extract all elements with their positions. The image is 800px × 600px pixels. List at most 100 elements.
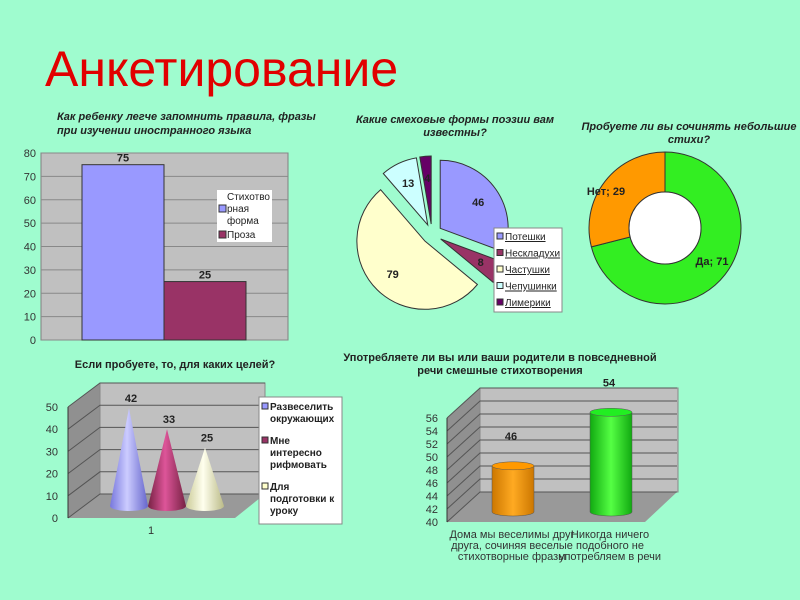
data-label: 46 bbox=[472, 197, 484, 209]
data-label: 46 bbox=[505, 431, 517, 443]
legend-swatch bbox=[496, 249, 504, 256]
legend-label: окружающих bbox=[270, 414, 335, 425]
gridline bbox=[67, 426, 265, 452]
legend bbox=[258, 396, 343, 525]
legend-label: Для bbox=[270, 482, 289, 493]
legend-label: Развеселить bbox=[270, 402, 333, 413]
legend-swatch bbox=[261, 436, 269, 444]
legend-swatch bbox=[496, 265, 504, 273]
y-tick-label: 54 bbox=[426, 426, 438, 438]
gridline bbox=[446, 400, 677, 432]
legend-label: Чепушинки bbox=[505, 282, 557, 293]
data-label: 4 bbox=[424, 173, 431, 185]
cone bbox=[186, 447, 224, 511]
y-tick-label: 40 bbox=[46, 424, 58, 436]
floor bbox=[447, 492, 677, 522]
legend-swatch bbox=[496, 282, 504, 289]
legend-label: уроку bbox=[270, 506, 299, 517]
legend-swatch bbox=[218, 204, 227, 213]
chart-cone-goals: Если пробуете, то, для каких целей? 0 10 20… bbox=[46, 359, 343, 537]
y-tick-label: 50 bbox=[24, 218, 36, 230]
chart-pie-forms: Какие смеховые формы поэзии вамизвестны?… bbox=[356, 114, 563, 313]
data-label: 13 bbox=[402, 178, 414, 190]
data-label: Нет; 29 bbox=[587, 186, 625, 198]
chart-cylinder-speech: Употребляете ли вы или ваши родители в п… bbox=[343, 352, 679, 563]
pie-slice bbox=[419, 155, 432, 225]
legend-label: Лимерики bbox=[505, 298, 551, 309]
pie-slice bbox=[356, 188, 479, 310]
legend-label: Потешки bbox=[505, 232, 546, 243]
y-tick-label: 60 bbox=[24, 195, 36, 207]
y-tick-label: 10 bbox=[24, 312, 36, 324]
chart-title: Употребляете ли вы или ваши родители в п… bbox=[343, 352, 656, 364]
cylinder bbox=[491, 465, 535, 517]
y-tick-label: 20 bbox=[24, 288, 36, 300]
legend-label: Мне bbox=[270, 436, 290, 447]
gridline bbox=[446, 387, 677, 419]
cylinder-top bbox=[491, 461, 535, 471]
chart-title: Какие смеховые формы поэзии вам bbox=[356, 114, 554, 126]
chart-title: стихи? bbox=[668, 134, 710, 146]
legend-label: Частушки bbox=[505, 265, 550, 276]
y-tick-label: 42 bbox=[426, 504, 438, 516]
pie-slice bbox=[382, 157, 429, 227]
x-tick-label: друга, сочиняя веселые bbox=[451, 540, 573, 552]
y-tick-label: 10 bbox=[46, 491, 58, 503]
data-label: 54 bbox=[603, 377, 616, 389]
legend bbox=[493, 227, 563, 313]
y-tick-label: 56 bbox=[426, 413, 438, 425]
data-label: 79 bbox=[387, 269, 399, 281]
y-tick-label: 52 bbox=[426, 439, 438, 451]
legend-swatch bbox=[496, 298, 504, 306]
data-label: Да; 71 bbox=[696, 256, 729, 268]
legend-swatch bbox=[261, 482, 269, 490]
legend-label: Проза bbox=[227, 230, 256, 241]
cone bbox=[110, 408, 148, 511]
data-label: 42 bbox=[125, 393, 137, 405]
donut-hole bbox=[628, 191, 702, 265]
legend-label: подготовки к bbox=[270, 494, 335, 505]
x-tick-label: Дома мы веселимы друг bbox=[449, 529, 574, 541]
bar bbox=[81, 164, 165, 341]
bar bbox=[163, 281, 247, 341]
legend-label: рная bbox=[227, 204, 249, 215]
cylinder bbox=[589, 412, 633, 517]
data-label: 75 bbox=[117, 153, 129, 165]
data-label: 33 bbox=[163, 414, 175, 426]
y-tick-label: 50 bbox=[46, 402, 58, 414]
legend-swatch bbox=[261, 402, 269, 410]
chart-title: речи смешные стихотворения bbox=[417, 365, 582, 377]
chart-bar-learning: Как ребенку легче запомнить правила, фра… bbox=[24, 111, 317, 347]
y-tick-label: 30 bbox=[46, 446, 58, 458]
chart-title: при изучении иностранного языка bbox=[57, 125, 251, 137]
y-tick-label: 44 bbox=[426, 491, 438, 503]
chart-title: Пробуете ли вы сочинять небольшие bbox=[582, 121, 797, 133]
data-label: 25 bbox=[201, 433, 213, 445]
chart-title: Как ребенку легче запомнить правила, фра… bbox=[57, 111, 316, 123]
y-tick-label: 0 bbox=[30, 335, 36, 347]
legend-swatch bbox=[496, 232, 504, 240]
x-tick-label: стихотворные фразы bbox=[458, 551, 566, 563]
slide-title: Анкетирование bbox=[45, 41, 399, 97]
y-tick-label: 70 bbox=[24, 171, 36, 183]
y-tick-label: 40 bbox=[426, 517, 438, 529]
cone bbox=[148, 429, 186, 511]
y-tick-label: 46 bbox=[426, 478, 438, 490]
legend-label: Нескладухи bbox=[505, 249, 560, 260]
y-tick-label: 48 bbox=[426, 465, 438, 477]
gridline bbox=[67, 404, 265, 430]
legend-label: Стихотво bbox=[227, 192, 270, 203]
y-tick-label: 20 bbox=[46, 469, 58, 481]
data-label: 25 bbox=[199, 270, 211, 282]
y-tick-label: 50 bbox=[426, 452, 438, 464]
x-tick-label: Никогда ничего bbox=[571, 529, 649, 541]
cylinder-top bbox=[589, 408, 633, 417]
x-tick-label: употребляем в речи bbox=[559, 551, 661, 563]
side-wall bbox=[68, 383, 100, 518]
legend-label: рифмовать bbox=[270, 459, 327, 471]
legend-label: форма bbox=[227, 215, 259, 227]
data-label: 8 bbox=[478, 257, 484, 269]
x-tick-label: 1 bbox=[148, 525, 154, 537]
